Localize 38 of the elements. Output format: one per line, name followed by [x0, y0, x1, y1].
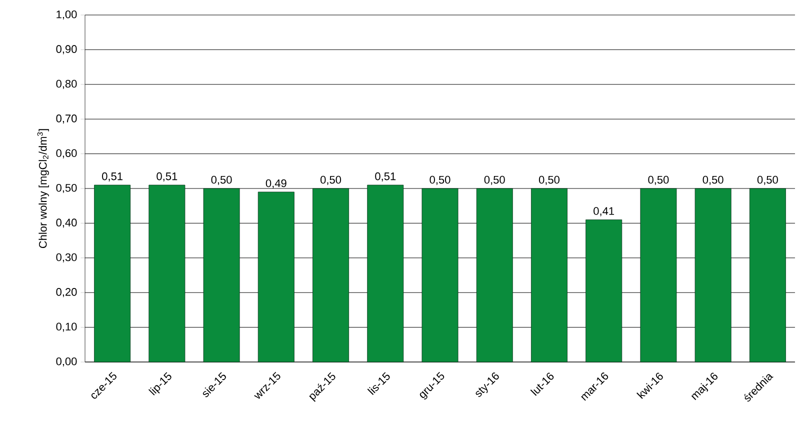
- y-tick-label: 0,80: [56, 80, 77, 89]
- y-axis-title: Chlor wolny [mgCl$_{2}$/dm$^{3}$]: [37, 129, 49, 248]
- data-label: 0,50: [484, 176, 505, 185]
- bar: [203, 188, 240, 362]
- data-label: 0,50: [211, 176, 232, 185]
- y-tick-label: 1,00: [56, 10, 77, 20]
- bar: [367, 184, 404, 362]
- bar: [531, 188, 568, 362]
- data-label: 0,50: [430, 176, 450, 185]
- data-label: 0,50: [702, 176, 724, 185]
- y-tick-label: 0,50: [56, 184, 77, 194]
- y-tick-label: 0,30: [56, 253, 77, 262]
- y-tick-label: 0,10: [56, 322, 77, 332]
- bar: [94, 184, 131, 362]
- y-tick-label: 0,20: [56, 288, 77, 298]
- bar: [749, 188, 786, 362]
- data-label: 0,51: [156, 172, 178, 182]
- bar: [258, 192, 294, 362]
- bar: [422, 188, 458, 362]
- bar: [640, 188, 677, 362]
- bar: [476, 188, 513, 362]
- y-tick-label: 0,00: [56, 357, 77, 367]
- bar: [586, 220, 622, 362]
- bar: [694, 188, 732, 362]
- bar: [148, 184, 186, 362]
- data-label: 0,49: [266, 179, 286, 188]
- data-label: 0,51: [375, 172, 396, 182]
- bar: [312, 188, 349, 362]
- data-label: 0,51: [102, 172, 122, 182]
- y-tick-label: 0,90: [56, 45, 77, 54]
- data-label: 0,50: [757, 176, 778, 185]
- y-tick-label: 0,40: [56, 218, 77, 228]
- data-label: 0,50: [538, 176, 560, 185]
- y-tick-label: 0,70: [56, 114, 77, 124]
- data-label: 0,50: [648, 176, 669, 185]
- data-label: 0,41: [594, 207, 614, 216]
- data-label: 0,50: [320, 176, 342, 185]
- y-tick-label: 0,60: [56, 149, 77, 158]
